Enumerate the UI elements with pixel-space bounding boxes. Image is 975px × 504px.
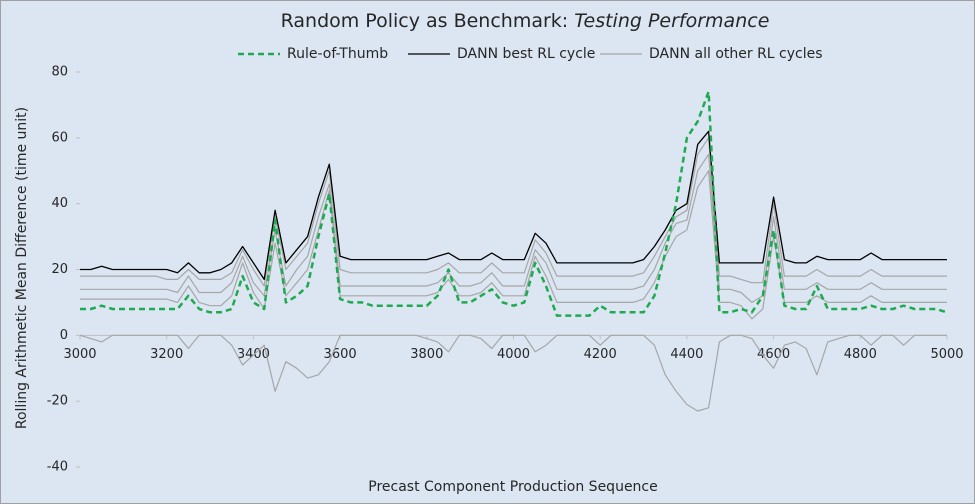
x-tick-label: 3600 bbox=[324, 347, 357, 362]
y-tick-label: 40 bbox=[51, 196, 68, 211]
x-tick-label: 3800 bbox=[410, 347, 443, 362]
legend-label: Rule-of-Thumb bbox=[287, 46, 388, 62]
y-tick-label: 0 bbox=[60, 328, 68, 343]
x-tick-label: 4200 bbox=[584, 347, 617, 362]
chart-title: Random Policy as Benchmark: Testing Perf… bbox=[281, 10, 770, 32]
x-tick-label: 4000 bbox=[497, 347, 530, 362]
y-tick-label: -20 bbox=[47, 394, 68, 409]
title-italic: Testing Performance bbox=[574, 10, 769, 32]
series-line bbox=[80, 153, 947, 303]
x-tick-label: 4800 bbox=[844, 347, 877, 362]
y-tick-label: 60 bbox=[51, 130, 68, 145]
legend-label: DANN best RL cycle bbox=[457, 46, 595, 62]
y-axis-title: Rolling Arithmetic Mean Difference (time… bbox=[14, 107, 30, 429]
series-line bbox=[79, 334, 947, 412]
x-axis-title: Precast Component Production Sequence bbox=[368, 479, 658, 495]
y-tick-label: -40 bbox=[47, 460, 68, 475]
x-tick-label: 3000 bbox=[63, 347, 96, 362]
series-line bbox=[80, 90, 948, 317]
legend-label: DANN all other RL cycles bbox=[649, 46, 823, 62]
y-tick-label: 80 bbox=[51, 65, 68, 80]
series-line bbox=[80, 170, 947, 320]
x-tick-label: 5000 bbox=[930, 347, 963, 362]
y-tick-label: 20 bbox=[51, 262, 68, 277]
series-line bbox=[80, 137, 947, 287]
x-tick-label: 3200 bbox=[150, 347, 183, 362]
series-line bbox=[80, 130, 947, 281]
x-tick-label: 4400 bbox=[670, 347, 703, 362]
title-main: Random Policy as Benchmark: bbox=[281, 10, 569, 32]
